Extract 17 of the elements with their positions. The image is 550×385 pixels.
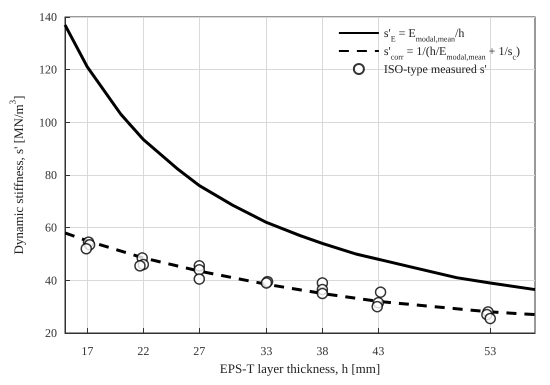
y-tick-label: 120: [39, 62, 57, 77]
x-tick-label: 38: [316, 344, 328, 358]
y-tick-label: 20: [45, 326, 57, 340]
x-tick-label: 43: [372, 344, 384, 358]
y-tick-label: 40: [45, 273, 57, 288]
y-tick-label: 140: [39, 10, 57, 24]
x-tick-label: 53: [484, 344, 496, 358]
x-tick-label: 33: [260, 344, 272, 358]
y-tick-label: 80: [45, 168, 57, 182]
x-axis-title: EPS-T layer thickness, h [mm]: [220, 360, 380, 376]
legend-label: ISO-type measured s': [384, 62, 487, 76]
y-axis-title: Dynamic stiffness, s' [MN/m3]: [8, 96, 26, 254]
x-tick-label: 17: [81, 344, 94, 358]
x-tick-label: 27: [193, 344, 206, 358]
y-tick-label: 100: [39, 115, 57, 130]
x-tick-label: 22: [137, 344, 150, 358]
y-tick-label: 60: [45, 220, 57, 235]
